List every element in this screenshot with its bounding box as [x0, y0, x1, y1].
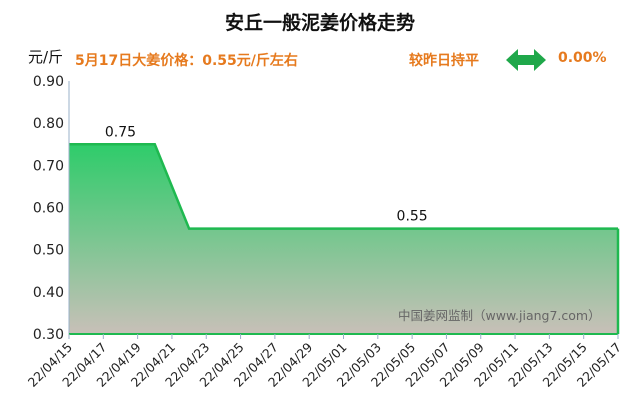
- unit-label: 元/斤: [28, 48, 64, 66]
- watermark: 中国姜网监制（www.jiang7.com）: [398, 308, 601, 323]
- y-tick-label: 0.50: [33, 243, 64, 259]
- y-tick-label: 0.40: [33, 285, 64, 301]
- y-tick-label: 0.70: [33, 158, 64, 174]
- area-fill: [69, 144, 618, 334]
- y-tick-label: 0.30: [33, 327, 64, 343]
- chart-title: 安丘一般泥姜价格走势: [224, 12, 415, 34]
- data-label: 0.75: [105, 124, 136, 140]
- y-tick-label: 0.60: [33, 201, 64, 217]
- y-tick-label: 0.80: [33, 116, 64, 132]
- data-label: 0.55: [397, 209, 428, 225]
- series-line: [69, 143, 618, 230]
- compare-label: 较昨日持平: [409, 53, 479, 69]
- double-arrow-icon: [506, 49, 546, 71]
- compare-percent: 0.00%: [558, 50, 607, 66]
- y-tick-label: 0.90: [33, 74, 64, 90]
- price-info: 5月17日大姜价格：0.55元/斤左右: [75, 53, 298, 69]
